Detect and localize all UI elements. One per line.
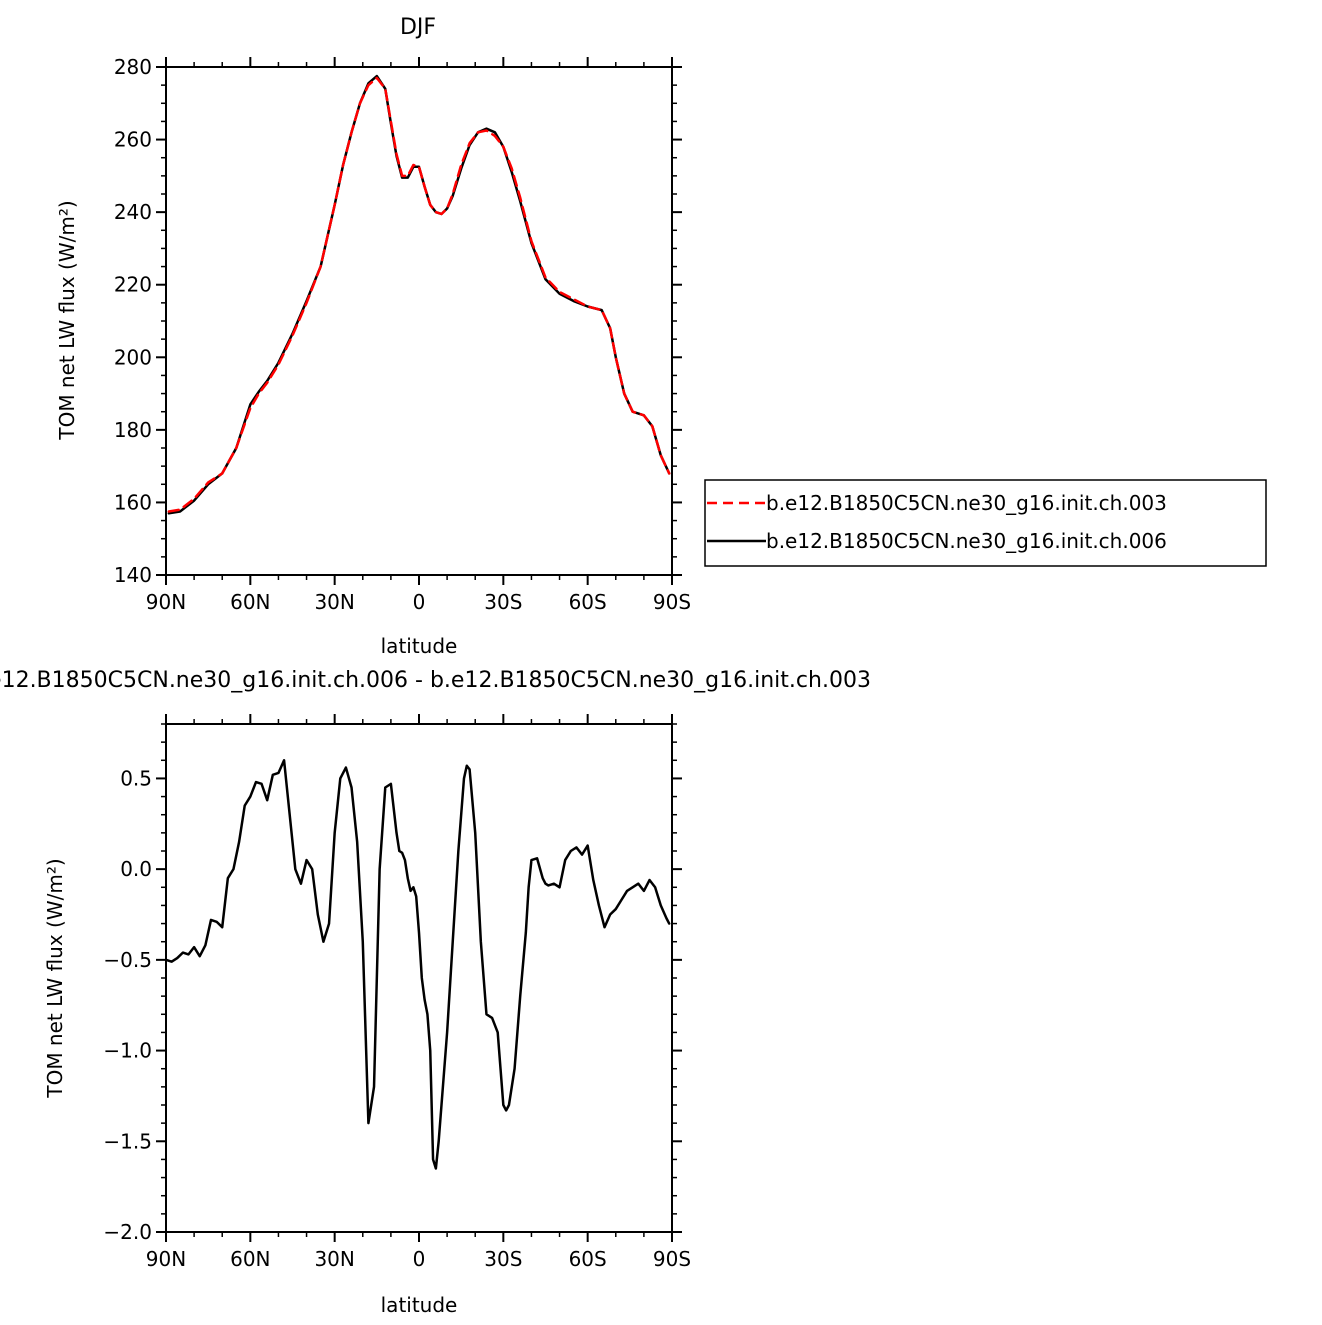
legend-label-series-003: b.e12.B1850C5CN.ne30_g16.init.ch.003 [766, 491, 1167, 515]
top-y-tick-label: 240 [114, 200, 152, 224]
top-y-tick-label: 280 [114, 55, 152, 79]
top-y-axis-label: TOM net LW flux (W/m²) [55, 200, 79, 440]
top-x-axis-label: latitude [381, 634, 458, 658]
top-y-tick-label: 260 [114, 128, 152, 152]
top-plot-frame [165, 66, 673, 576]
bottom-panel-title: b.e12.B1850C5CN.ne30_g16.init.ch.006 - b… [0, 668, 871, 693]
top-x-tick-label: 30N [314, 590, 354, 614]
top-x-tick-label: 0 [413, 590, 426, 614]
bottom-x-tick-label: 30N [314, 1247, 354, 1271]
bottom-x-tick-label: 60N [230, 1247, 270, 1271]
bottom-y-tick-label: −1.5 [103, 1129, 152, 1153]
top-x-tick-label: 60N [230, 590, 270, 614]
bottom-series-line-0 [166, 759, 671, 1170]
top-y-tick-label: 180 [114, 418, 152, 442]
bottom-panel: b.e12.B1850C5CN.ne30_g16.init.ch.006 - b… [0, 668, 871, 1317]
top-x-tick-label: 90N [146, 590, 186, 614]
bottom-y-tick-label: 0.0 [120, 857, 152, 881]
bottom-y-tick-label: −1.0 [103, 1039, 152, 1063]
bottom-x-tick-label: 90N [146, 1247, 186, 1271]
top-y-tick-label: 220 [114, 273, 152, 297]
top-y-tick-label: 160 [114, 490, 152, 514]
top-panel-title: DJF [400, 15, 436, 40]
legend: b.e12.B1850C5CN.ne30_g16.init.ch.003 b.e… [704, 479, 1267, 567]
top-x-tick-label: 30S [484, 590, 522, 614]
bottom-x-tick-label: 30S [484, 1247, 522, 1271]
top-series-line-0 [167, 76, 671, 513]
bottom-x-tick-label: 90S [653, 1247, 691, 1271]
top-y-tick-label: 200 [114, 345, 152, 369]
top-y-tick-label: 140 [114, 563, 152, 587]
bottom-x-tick-label: 0 [413, 1247, 426, 1271]
bottom-y-axis-label: TOM net LW flux (W/m²) [43, 858, 67, 1098]
bottom-y-tick-label: −2.0 [103, 1220, 152, 1244]
bottom-x-axis-label: latitude [381, 1293, 458, 1317]
bottom-plot-frame [165, 723, 673, 1233]
legend-label-series-006: b.e12.B1850C5CN.ne30_g16.init.ch.006 [766, 529, 1167, 553]
bottom-y-tick-label: −0.5 [103, 948, 152, 972]
legend-box [704, 479, 1267, 567]
bottom-y-tick-label: 0.5 [120, 766, 152, 790]
top-x-tick-label: 60S [569, 590, 607, 614]
top-panel: DJF 90N 60N 30N 0 30S 60S 90S 140 160 180 200 220 24… [55, 15, 1267, 658]
top-x-tick-label: 90S [653, 590, 691, 614]
bottom-x-tick-label: 60S [569, 1247, 607, 1271]
top-series-line-1 [167, 74, 671, 515]
